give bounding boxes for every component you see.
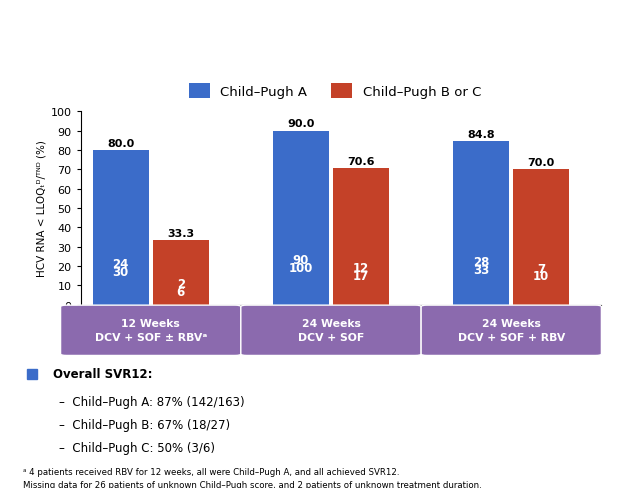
Text: ᵃ 4 patients received RBV for 12 weeks, all were Child–Pugh A, and all achieved : ᵃ 4 patients received RBV for 12 weeks, … [24, 467, 400, 476]
Text: Missing data for 26 patients of unknown Child–Pugh score, and 2 patients of unkn: Missing data for 26 patients of unknown … [24, 480, 482, 488]
Bar [153, 241, 209, 305]
Bar [513, 170, 569, 305]
Text: 70.0: 70.0 [528, 158, 555, 168]
Text: 70.6: 70.6 [347, 157, 374, 166]
Text: –  Child–Pugh A: 87% (142/163): – Child–Pugh A: 87% (142/163) [59, 395, 244, 408]
Text: 2: 2 [177, 278, 185, 291]
Y-axis label: HCV RNA < LLOQₜᴰ/ᵀᴺᴰ (%): HCV RNA < LLOQₜᴰ/ᵀᴺᴰ (%) [37, 141, 46, 277]
Text: 90: 90 [293, 254, 309, 266]
Text: 33.3: 33.3 [167, 228, 194, 239]
Bar [453, 142, 509, 305]
Text: 80.0: 80.0 [107, 139, 135, 148]
Text: 100: 100 [289, 261, 313, 274]
Text: 7: 7 [538, 262, 546, 275]
Text: 84.8: 84.8 [467, 129, 495, 139]
FancyBboxPatch shape [61, 305, 241, 356]
Text: 24 Weeks
DCV + SOF + RBV: 24 Weeks DCV + SOF + RBV [458, 319, 565, 343]
Bar [273, 131, 329, 305]
FancyBboxPatch shape [241, 305, 421, 356]
FancyBboxPatch shape [421, 305, 601, 356]
Text: 24: 24 [112, 258, 129, 271]
Text: 33: 33 [473, 264, 489, 277]
Legend: Child–Pugh A, Child–Pugh B or C: Child–Pugh A, Child–Pugh B or C [188, 84, 481, 99]
Text: 10: 10 [533, 270, 549, 283]
Text: –  Child–Pugh C: 50% (3/6): – Child–Pugh C: 50% (3/6) [59, 442, 215, 454]
Bar [333, 169, 389, 305]
Text: 12 Weeks
DCV + SOF ± RBVᵃ: 12 Weeks DCV + SOF ± RBVᵃ [95, 319, 207, 343]
Text: 30: 30 [113, 265, 129, 279]
Text: 6: 6 [177, 285, 185, 298]
Text: 12: 12 [353, 262, 369, 275]
Text: Overall SVR12:: Overall SVR12: [53, 368, 153, 381]
Bar [92, 151, 149, 305]
Text: 28: 28 [473, 256, 489, 269]
Text: 90.0: 90.0 [287, 119, 314, 129]
Text: 17: 17 [353, 269, 369, 283]
Text: SVR12 by Baseline Child–Pugh Score: SVR12 by Baseline Child–Pugh Score [102, 26, 518, 45]
Text: 24 Weeks
DCV + SOF: 24 Weeks DCV + SOF [298, 319, 364, 343]
Text: –  Child–Pugh B: 67% (18/27): – Child–Pugh B: 67% (18/27) [59, 418, 230, 431]
